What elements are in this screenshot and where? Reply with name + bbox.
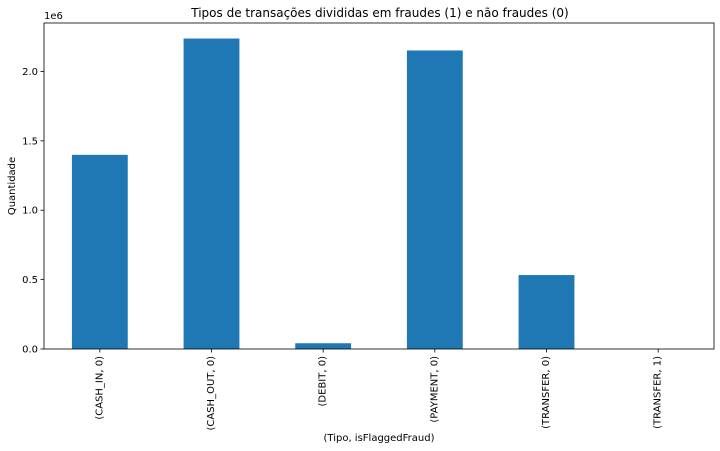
- y-axis-title: Quantidade: [7, 157, 18, 215]
- x-tick-label: (TRANSFER, 1): [653, 356, 664, 429]
- bar-2: [295, 343, 352, 349]
- y-tick-label: 0.5: [22, 275, 38, 286]
- y-tick-label: 0.0: [22, 345, 38, 356]
- y-tick-label: 2.0: [22, 67, 38, 78]
- y-scale-label: 1e6: [44, 11, 63, 22]
- y-axis-ticks: 0.0 0.5 1.0 1.5 2.0: [22, 67, 44, 356]
- y-tick-label: 1.0: [22, 206, 38, 217]
- plot-frame: [43, 22, 715, 350]
- bar-3: [406, 50, 463, 350]
- y-tick-label: 1.5: [22, 136, 38, 147]
- bars-group: [71, 38, 687, 350]
- x-axis-title: (Tipo, isFlaggedFraud): [324, 433, 435, 444]
- x-axis-ticks: (CASH_IN, 0) (CASH_OUT, 0) (DEBIT, 0) (PAYM…: [94, 349, 664, 431]
- bar-1: [183, 38, 240, 350]
- x-tick-label: (CASH_IN, 0): [94, 356, 105, 420]
- x-tick-label: (CASH_OUT, 0): [206, 356, 217, 431]
- chart-title: Tipos de transações divididas em fraudes…: [190, 6, 568, 20]
- x-tick-label: (TRANSFER, 0): [541, 356, 552, 429]
- bar-0: [71, 154, 128, 349]
- bar-4: [518, 275, 575, 349]
- x-tick-label: (DEBIT, 0): [318, 356, 329, 407]
- x-tick-label: (PAYMENT, 0): [429, 356, 440, 423]
